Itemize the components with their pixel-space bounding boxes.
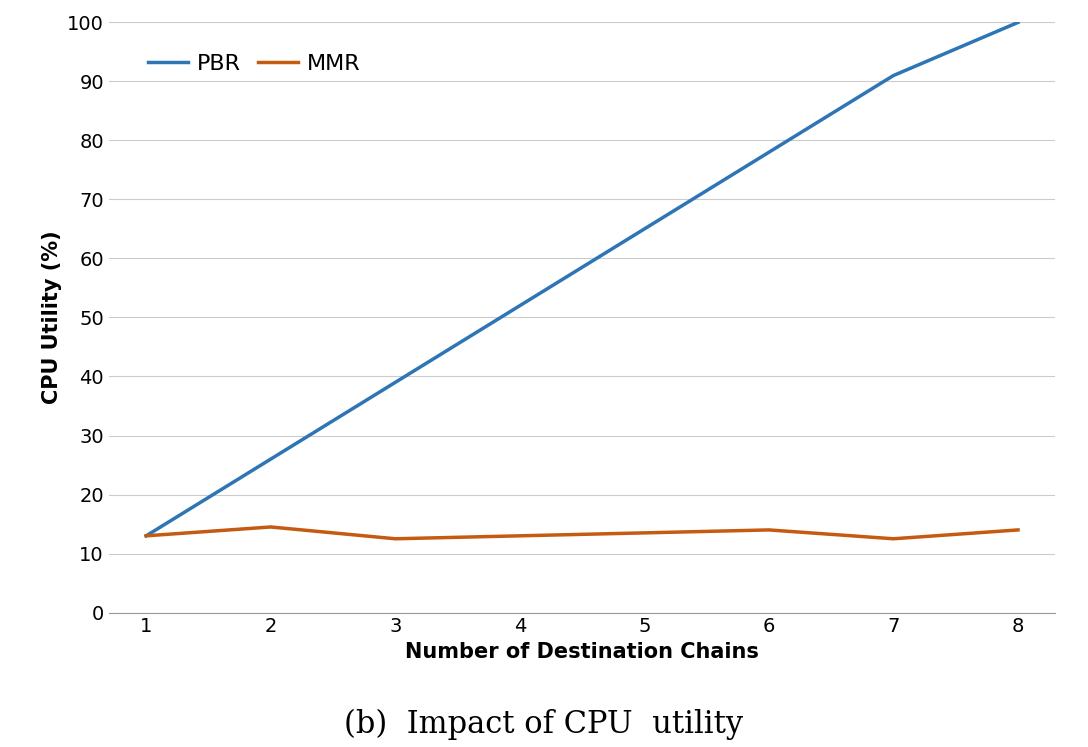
MMR (388, 534, 401, 543)
Y-axis label: CPU Utility (%): CPU Utility (%) (41, 231, 62, 404)
PBR (388, 378, 401, 387)
Legend: PBR, MMR: PBR, MMR (139, 46, 370, 84)
MMR (1012, 525, 1025, 534)
MMR (638, 528, 651, 537)
Line: MMR: MMR (146, 527, 1018, 539)
Line: PBR: PBR (146, 22, 1018, 536)
MMR (139, 531, 152, 540)
MMR (264, 522, 277, 531)
PBR (264, 455, 277, 464)
PBR (887, 71, 900, 80)
PBR (139, 531, 152, 540)
MMR (763, 525, 776, 534)
Text: (b)  Impact of CPU  utility: (b) Impact of CPU utility (345, 708, 743, 740)
PBR (638, 225, 651, 234)
MMR (514, 531, 527, 540)
PBR (1012, 18, 1025, 27)
X-axis label: Number of Destination Chains: Number of Destination Chains (405, 642, 759, 662)
PBR (514, 301, 527, 310)
PBR (763, 148, 776, 157)
MMR (887, 534, 900, 543)
